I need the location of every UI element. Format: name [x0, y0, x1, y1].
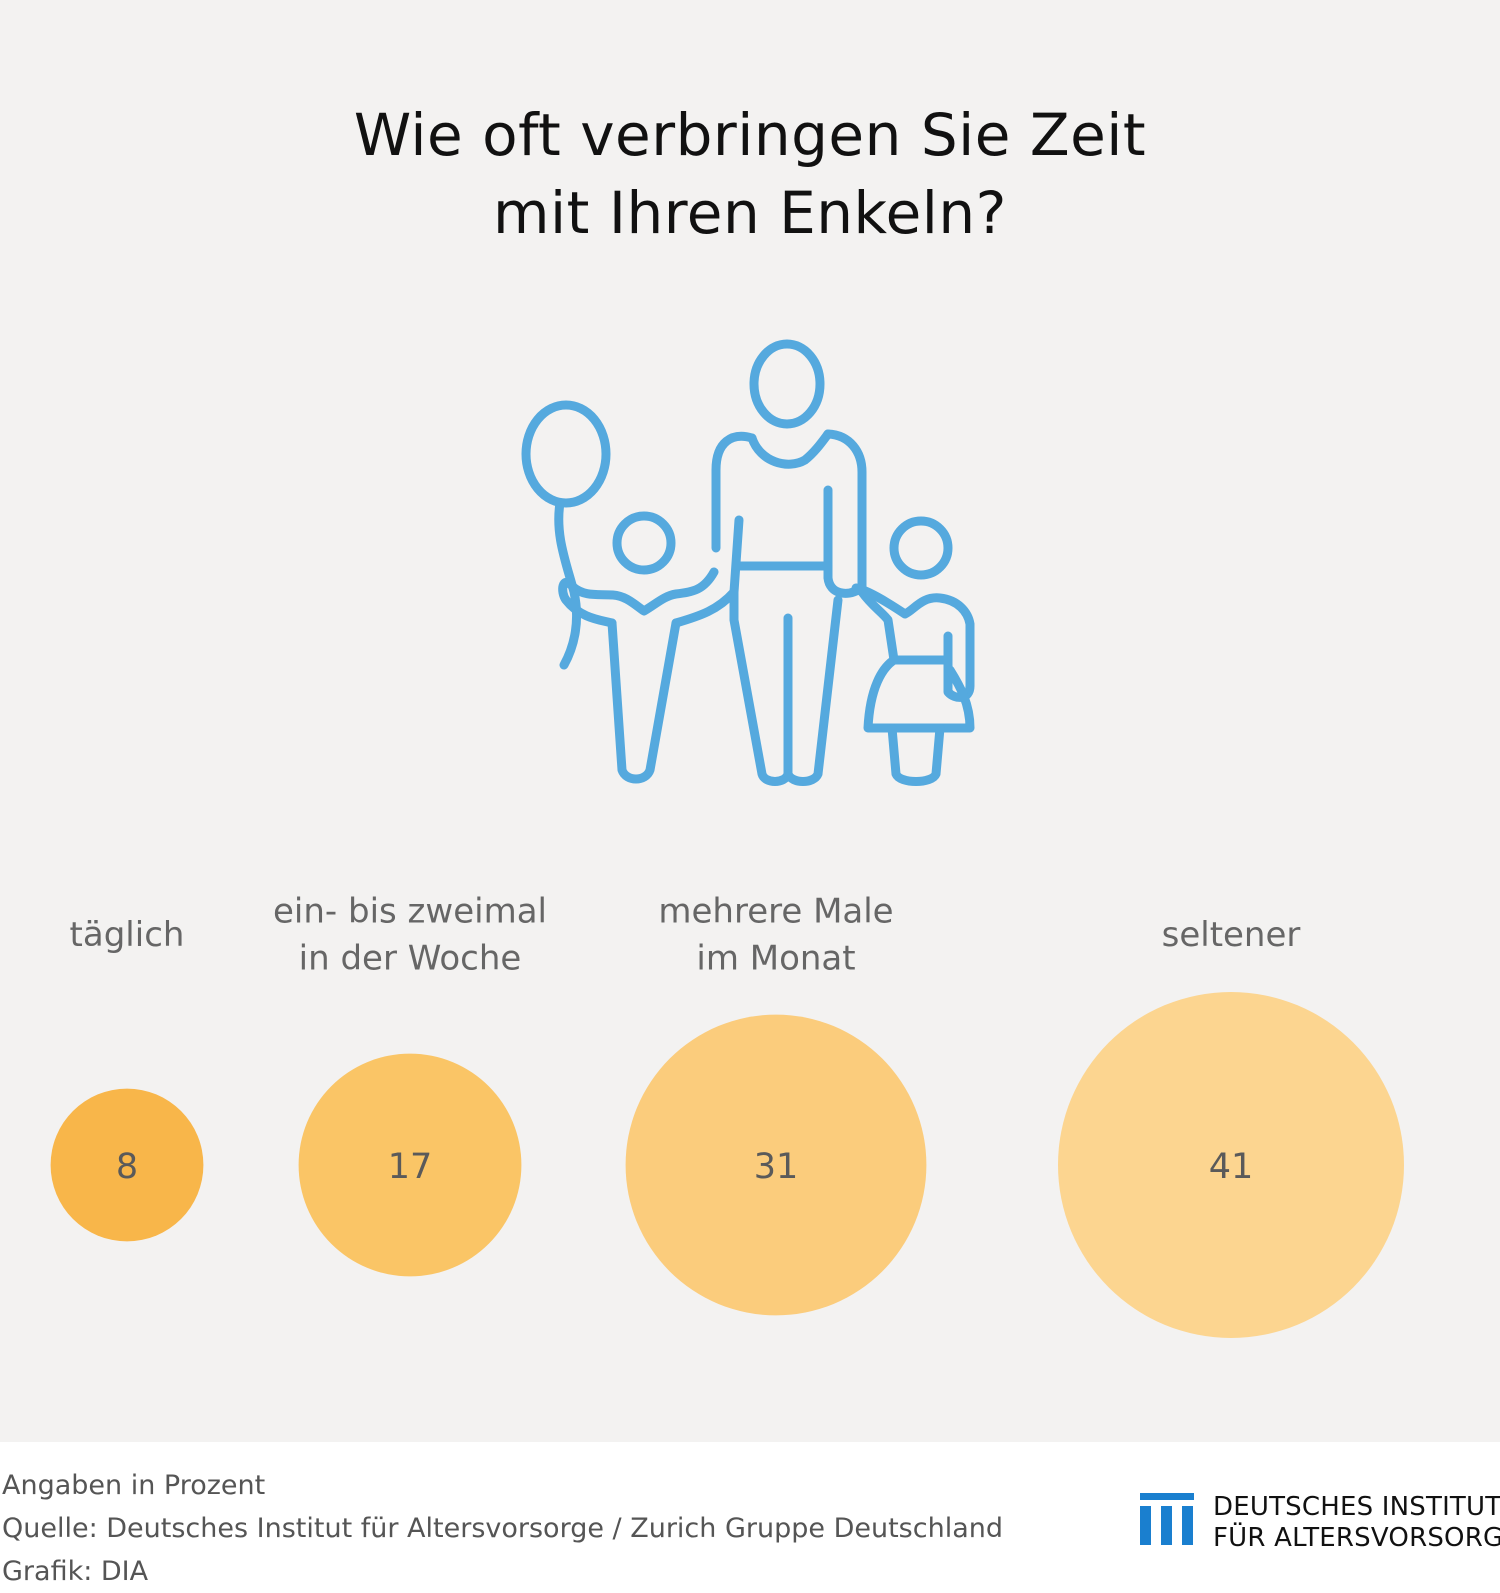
category-label-1-line-1: täglich: [70, 915, 185, 955]
bubble-1: [50, 1088, 204, 1242]
source-note: Quelle: Deutsches Institut für Altersvor…: [2, 1513, 1003, 1544]
category-labels: täglich ein- bis zweimal in der Woche mehre…: [70, 892, 1301, 979]
unit-note: Angaben in Prozent: [2, 1470, 266, 1501]
logo-text-line-2: FÜR ALTERSVORSORGE: [1213, 1523, 1500, 1553]
footer-notes: Angaben in Prozent Quelle: Deutsches Ins…: [2, 1464, 1003, 1593]
bubble-2: [298, 1053, 522, 1277]
category-label-3-line-1: mehrere Male: [658, 892, 893, 932]
logo-text: DEUTSCHES INSTITUT FÜR ALTERSVORSORGE: [1213, 1492, 1500, 1554]
family-with-balloon-icon: [521, 339, 975, 786]
value-labels: 8 17 31 41: [116, 1147, 1253, 1187]
chart-title-line-1: Wie oft verbringen Sie Zeit: [353, 101, 1147, 169]
value-label-3: 31: [754, 1147, 799, 1187]
chart-title: Wie oft verbringen Sie Zeit mit Ihren En…: [0, 96, 1500, 252]
bubble-3: [625, 1014, 927, 1316]
category-label-3-line-2: im Monat: [696, 939, 855, 979]
value-label-4: 41: [1209, 1147, 1254, 1187]
value-label-1: 8: [116, 1147, 138, 1187]
bubble-chart: täglich ein- bis zweimal in der Woche mehre…: [50, 892, 1404, 1338]
bubbles: [50, 992, 1404, 1338]
logo-text-line-1: DEUTSCHES INSTITUT: [1213, 1492, 1500, 1522]
category-label-2-line-1: ein- bis zweimal: [273, 892, 547, 932]
category-label-2-line-2: in der Woche: [299, 939, 522, 979]
category-label-4-line-1: seltener: [1162, 915, 1301, 955]
credit-note: Grafik: DIA: [2, 1556, 149, 1587]
dia-logo-icon: [1140, 1493, 1194, 1545]
bubble-4: [1058, 992, 1404, 1338]
value-label-2: 17: [388, 1147, 433, 1187]
chart-title-line-2: mit Ihren Enkeln?: [493, 179, 1007, 247]
